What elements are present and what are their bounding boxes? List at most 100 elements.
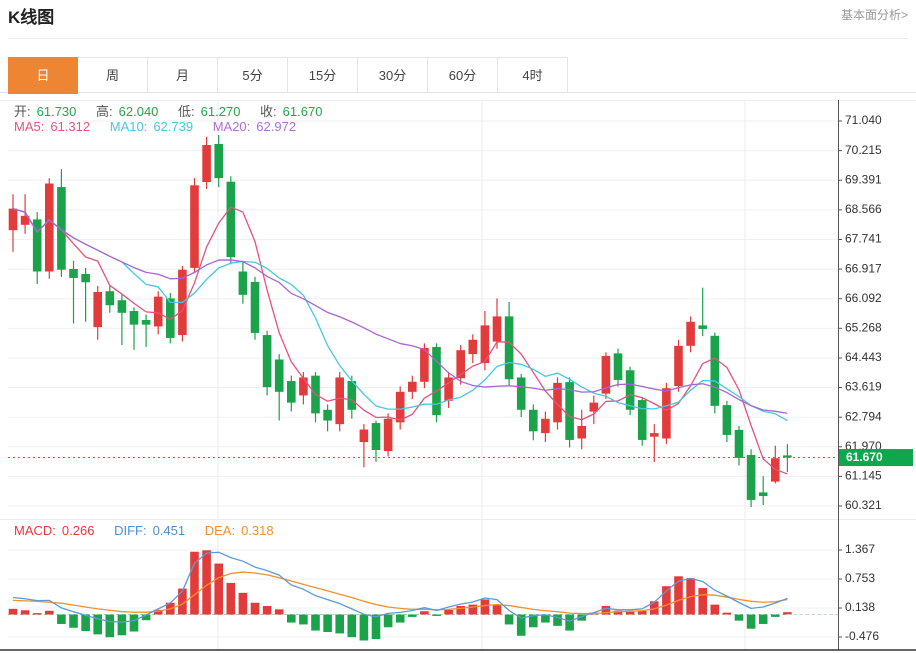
candle-body — [492, 316, 502, 342]
candle-body — [8, 208, 18, 231]
candle-body — [565, 382, 574, 440]
macd-bar — [625, 611, 635, 615]
candle-body — [444, 377, 453, 401]
ma5-label: MA5: — [14, 119, 45, 134]
period-tabbar: 日周月 5分 15分 30分 60分 4时 — [0, 57, 916, 94]
macd-bar — [420, 611, 429, 615]
macd-bar — [650, 601, 659, 615]
candle-body — [335, 377, 344, 425]
macd-bar — [601, 606, 611, 615]
candle-body — [359, 429, 369, 443]
candle-body — [69, 268, 78, 278]
diff-line — [12, 551, 788, 623]
macd-bar — [323, 614, 332, 632]
macd-bar — [432, 614, 441, 616]
price-axis-tick: 66.092 — [845, 291, 882, 305]
macd-bar — [359, 614, 369, 641]
macd-label: MACD: — [14, 523, 56, 538]
candle-body — [650, 433, 659, 437]
candle-body — [625, 370, 635, 410]
macd-bar — [226, 582, 236, 615]
macd-bar — [202, 550, 211, 615]
period-tab-30分[interactable]: 30分 — [358, 57, 428, 93]
macd-axis-tick: 0.138 — [845, 600, 875, 614]
macd-bar — [81, 614, 90, 632]
macd-axis-tick: 1.367 — [845, 542, 875, 556]
period-tab-15分[interactable]: 15分 — [288, 57, 358, 93]
price-axis-tick: 61.145 — [845, 469, 882, 483]
low-value: 61.270 — [200, 104, 241, 119]
price-axis-tick: 68.566 — [845, 202, 882, 216]
diff-value: 0.451 — [152, 523, 186, 538]
candle-body — [347, 381, 357, 410]
period-tab-周[interactable]: 周 — [78, 57, 148, 93]
macd-readout: MACD: 0.266 DIFF: 0.451 DEA: 0.318 — [14, 523, 280, 538]
macd-bar — [662, 586, 671, 615]
macd-bar — [722, 612, 732, 615]
low-label: 低: — [178, 104, 195, 119]
high-label: 高: — [96, 104, 113, 119]
macd-bar — [93, 614, 102, 635]
candle-body — [613, 353, 623, 380]
candle-body — [141, 319, 151, 325]
ohlc-readout: 开: 61.730 高: 62.040 低: 61.270 收: 61.670 — [14, 101, 328, 120]
macd-bar — [637, 610, 647, 615]
candle-body — [274, 359, 284, 392]
macd-bar — [613, 610, 623, 615]
candle-body — [577, 425, 586, 439]
macd-bar — [504, 614, 514, 625]
macd-bar — [141, 614, 151, 621]
ma10-value: 62.739 — [153, 119, 194, 134]
period-tab-4时[interactable]: 4时 — [498, 57, 568, 93]
widget-header: K线图 基本面分析> — [8, 0, 908, 39]
macd-bar — [492, 604, 502, 615]
last-price-badge-text: 61.670 — [846, 450, 883, 464]
candle-body — [456, 350, 465, 379]
macd-bar — [783, 612, 792, 615]
diff-label: DIFF: — [114, 523, 147, 538]
ma20-value: 62.972 — [256, 119, 297, 134]
macd-bar — [371, 614, 381, 640]
period-tab-月[interactable]: 月 — [148, 57, 218, 93]
macd-bar — [129, 614, 139, 632]
macd-bar — [153, 609, 163, 615]
candle-body — [129, 311, 139, 325]
candle-body — [674, 345, 683, 387]
macd-bar — [105, 614, 115, 638]
candle-body — [541, 418, 550, 434]
macd-bar — [746, 614, 756, 629]
macd-bar — [20, 610, 30, 615]
macd-bar — [541, 614, 550, 623]
macd-bar — [190, 551, 199, 615]
candle-body — [529, 409, 538, 432]
macd-bar — [408, 614, 417, 617]
price-axis-tick: 60.321 — [845, 498, 882, 512]
close-value: 61.670 — [282, 104, 323, 119]
macd-bar — [262, 606, 272, 615]
candle-body — [420, 347, 429, 382]
candle-body — [589, 402, 599, 412]
price-axis-tick: 66.917 — [845, 261, 882, 275]
macd-bar — [335, 614, 344, 634]
candle-body — [553, 382, 562, 423]
ma20-label: MA20: — [212, 119, 251, 134]
candle-body — [238, 271, 248, 295]
candle-body — [637, 400, 647, 440]
candle-body — [758, 492, 768, 496]
candle-body — [323, 409, 332, 421]
macd-bar — [299, 614, 308, 625]
candle-body — [226, 181, 236, 258]
price-axis-tick: 62.794 — [845, 409, 882, 423]
candle-body — [395, 391, 405, 423]
period-tab-5分[interactable]: 5分 — [218, 57, 288, 93]
period-tab-日[interactable]: 日 — [8, 57, 78, 94]
macd-bar — [45, 610, 54, 615]
macd-bar — [710, 604, 720, 615]
ma5-value: 61.312 — [50, 119, 91, 134]
period-tab-60分[interactable]: 60分 — [428, 57, 498, 93]
macd-bar — [117, 614, 127, 636]
fundamental-analysis-link[interactable]: 基本面分析> — [840, 8, 908, 22]
candle-body — [516, 377, 526, 410]
